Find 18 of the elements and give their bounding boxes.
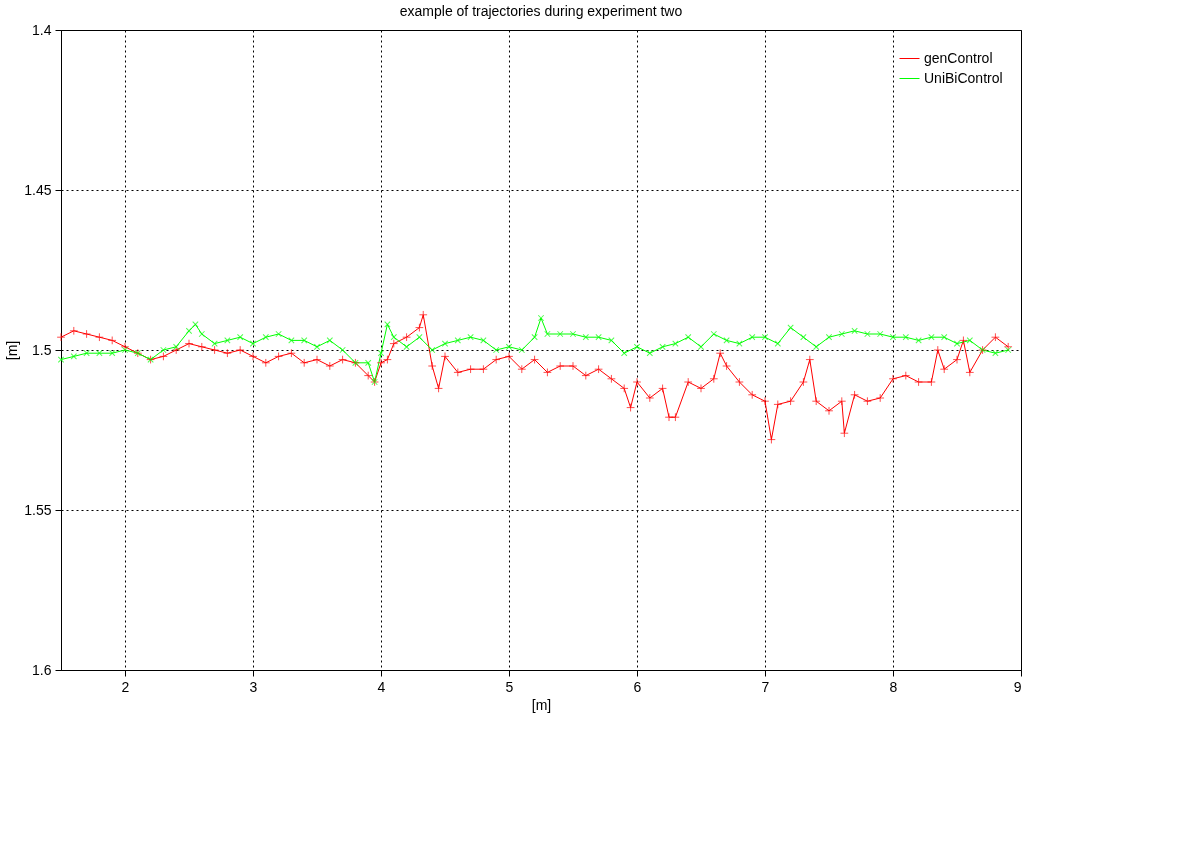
- x-tick-label: 6: [633, 678, 642, 695]
- legend-label: genControl: [924, 49, 993, 66]
- legend-label: UniBiControl: [924, 69, 1003, 86]
- x-tick-label: 8: [889, 678, 898, 695]
- x-tick-label: 3: [249, 678, 258, 695]
- chart-title: example of trajectories during experiment two: [399, 3, 683, 19]
- x-tick-label: 9: [1013, 678, 1022, 695]
- x-tick-label: 2: [121, 678, 130, 695]
- x-axis-title: [m]: [531, 696, 552, 713]
- y-tick-label: 1.5: [32, 341, 52, 358]
- x-tick-label: 7: [761, 678, 770, 695]
- y-axis-title: [m]: [4, 340, 21, 361]
- x-tick-label: 5: [505, 678, 514, 695]
- y-tick-label: 1.45: [24, 181, 52, 198]
- y-tick-label: 1.6: [32, 661, 52, 678]
- y-tick-label: 1.4: [32, 21, 52, 38]
- x-tick-label: 4: [377, 678, 386, 695]
- y-tick-label: 1.55: [24, 501, 52, 518]
